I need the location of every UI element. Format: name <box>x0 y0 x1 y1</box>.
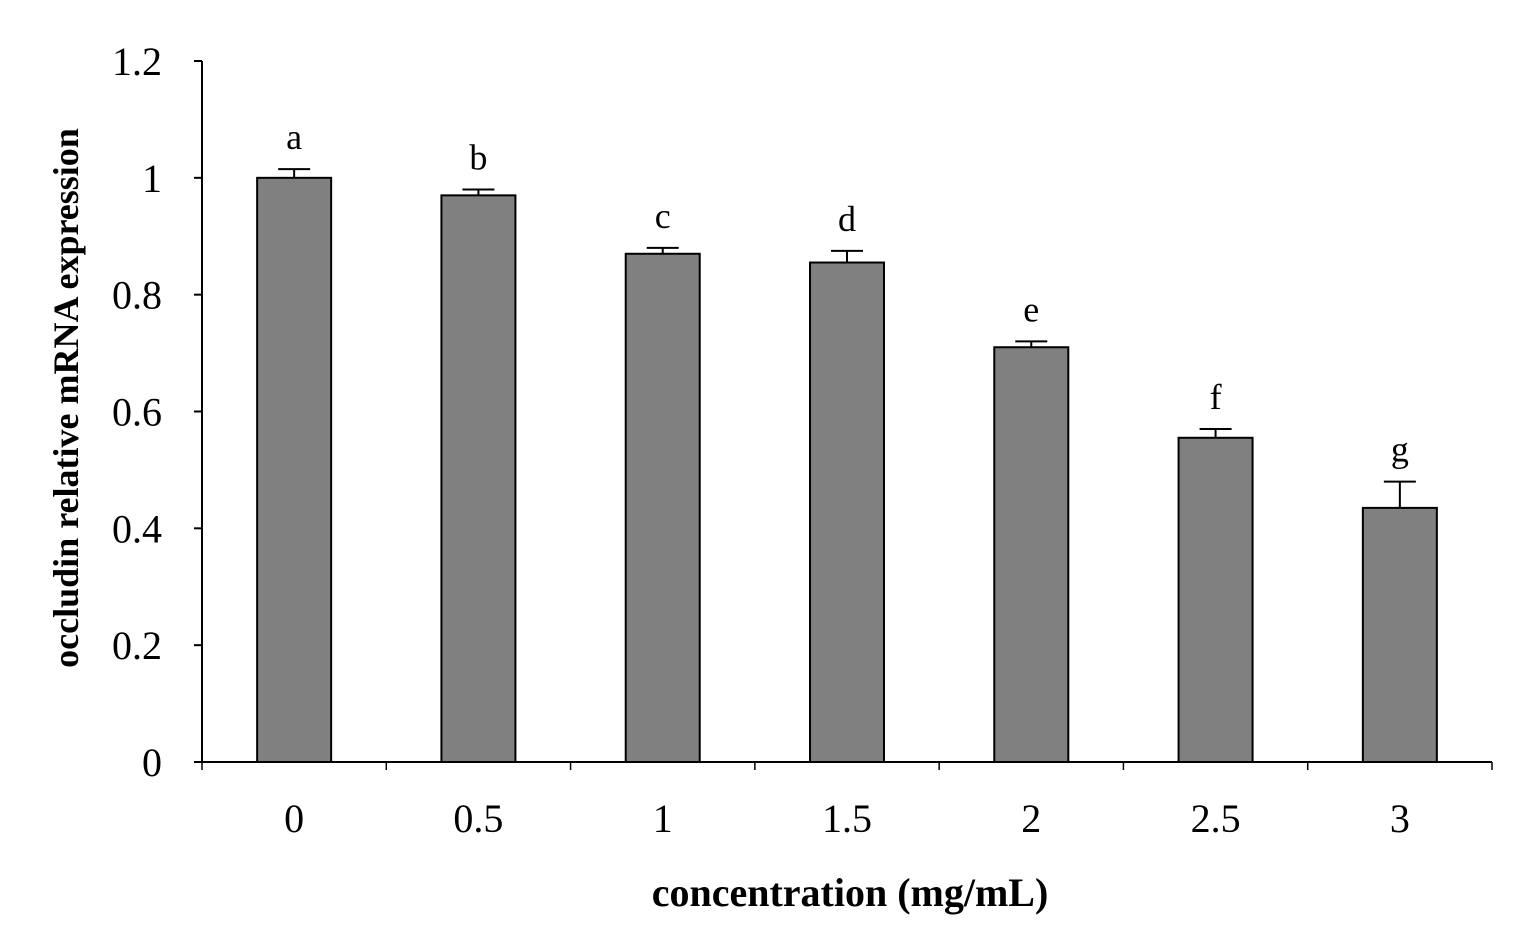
significance-letter: c <box>655 196 671 236</box>
significance-letter: g <box>1391 430 1409 470</box>
x-tick-label: 2 <box>1021 796 1041 841</box>
bar <box>1361 506 1438 764</box>
bar <box>809 261 885 763</box>
x-tick-label: 0.5 <box>453 796 503 841</box>
y-tick-label: 0 <box>142 740 162 785</box>
x-tick-label: 1.5 <box>822 796 872 841</box>
bars-group <box>256 168 1438 764</box>
significance-letter: f <box>1210 377 1222 417</box>
bar <box>1177 436 1254 763</box>
y-tick-label: 0.2 <box>112 623 162 668</box>
bar <box>624 252 701 763</box>
y-tick-label: 0.8 <box>112 273 162 318</box>
y-tick-label: 0.6 <box>112 390 162 435</box>
x-tick-label: 0 <box>284 796 304 841</box>
x-tick-label: 2.5 <box>1191 796 1241 841</box>
labels-group: 0 0.2 0.4 0.6 0.8 1 1.2 a 0 b 0.5 c 1 d 1.5 e 2 f 2.5 g 3 <box>112 39 1410 841</box>
y-tick-label: 0.4 <box>112 506 162 551</box>
x-axis-title: concentration (mg/mL) <box>652 870 1049 915</box>
y-tick-label: 1 <box>142 156 162 201</box>
bar <box>256 176 333 764</box>
y-axis-title: occludin relative mRNA expression <box>46 128 86 668</box>
x-tick-label: 3 <box>1390 796 1410 841</box>
significance-letter: a <box>286 117 302 157</box>
y-tick-label: 1.2 <box>112 39 162 84</box>
significance-letter: b <box>469 138 487 178</box>
significance-letter: e <box>1023 289 1039 329</box>
bar <box>440 194 517 763</box>
x-tick-label: 1 <box>653 796 673 841</box>
significance-letter: d <box>838 199 856 239</box>
bar <box>993 346 1070 763</box>
